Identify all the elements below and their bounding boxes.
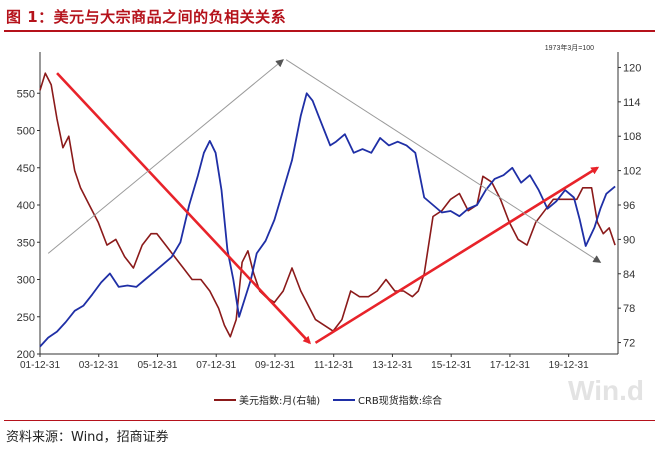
legend-label: CRB现货指数:综合 xyxy=(358,394,442,407)
trend-arrow-thin xyxy=(47,59,284,254)
left-tick-label: 450 xyxy=(17,163,35,175)
x-tick-label: 15-12-31 xyxy=(431,360,471,371)
trend-arrow-red xyxy=(56,72,311,345)
left-tick-label: 250 xyxy=(17,312,35,324)
figure-title: 图 1：美元与大宗商品之间的负相关关系 xyxy=(6,8,287,26)
left-tick-label: 400 xyxy=(17,200,35,212)
right-tick-label: 114 xyxy=(623,97,641,109)
usd-index-line xyxy=(39,72,616,338)
x-tick-label: 17-12-31 xyxy=(490,360,530,371)
x-tick-label: 03-12-31 xyxy=(79,360,119,371)
x-tick-label: 09-12-31 xyxy=(255,360,295,371)
right-tick-label: 90 xyxy=(623,234,635,246)
right-axis: 72 78 84 90 96 102 108 114 120 xyxy=(617,52,641,354)
title-rule xyxy=(4,30,655,32)
right-tick-label: 72 xyxy=(623,338,635,350)
right-tick-label: 96 xyxy=(623,200,635,212)
left-tick-label: 500 xyxy=(17,126,35,138)
left-tick-label: 550 xyxy=(17,88,35,100)
legend: 美元指数:月(右轴) CRB现货指数:综合 xyxy=(214,394,442,407)
watermark: Win.d xyxy=(568,375,644,406)
x-tick-label: 01-12-31 xyxy=(20,360,60,371)
left-tick-label: 200 xyxy=(17,349,35,361)
x-tick-label: 13-12-31 xyxy=(372,360,412,371)
trend-arrow-red xyxy=(314,166,600,344)
right-tick-label: 108 xyxy=(623,131,641,143)
scale-note: 1973年3月=100 xyxy=(545,43,594,52)
plot-area xyxy=(39,59,616,348)
right-tick-label: 102 xyxy=(623,166,641,178)
legend-label: 美元指数:月(右轴) xyxy=(239,394,320,407)
x-axis: 01-12-31 03-12-31 05-12-31 07-12-31 09-12-31… xyxy=(20,353,618,371)
left-tick-label: 300 xyxy=(17,275,35,287)
source-note: 资料来源：Wind，招商证券 xyxy=(6,430,169,445)
left-axis: 200 250 300 350 400 450 500 550 xyxy=(17,52,41,361)
crb-index-line xyxy=(39,92,616,348)
x-tick-label: 11-12-31 xyxy=(314,360,354,371)
x-tick-label: 07-12-31 xyxy=(196,360,236,371)
left-tick-label: 350 xyxy=(17,237,35,249)
x-tick-label: 05-12-31 xyxy=(137,360,177,371)
right-tick-label: 78 xyxy=(623,303,635,315)
source-rule xyxy=(4,420,655,421)
trend-arrow-thin xyxy=(285,59,602,263)
right-tick-label: 84 xyxy=(623,269,635,281)
x-tick-label: 19-12-31 xyxy=(549,360,589,371)
chart: 200 250 300 350 400 450 500 550 72 78 84 90 96 102 10… xyxy=(17,43,644,407)
right-tick-label: 120 xyxy=(623,62,641,74)
